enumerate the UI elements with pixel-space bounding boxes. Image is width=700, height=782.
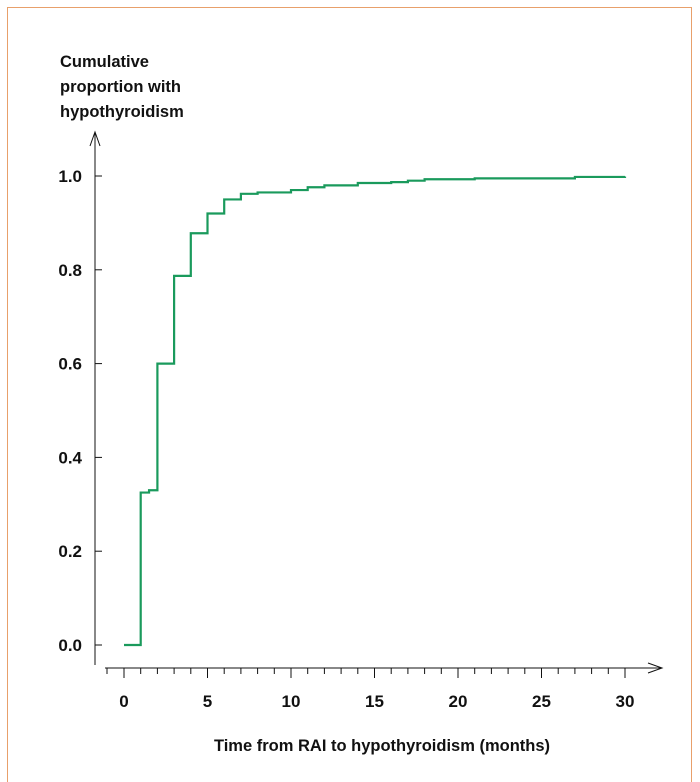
y-tick-label: 0.2 (58, 542, 82, 561)
chart-marks (124, 175, 627, 647)
y-axis-title: Cumulative proportion with hypothyroidis… (60, 53, 184, 121)
x-tick-label: 30 (616, 692, 635, 711)
x-axis-arrow (647, 662, 664, 674)
y-tick-label: 0.4 (58, 448, 82, 467)
x-tick-label: 25 (532, 692, 551, 711)
x-tick-label: 15 (365, 692, 384, 711)
axes: 0.0 0.2 0.4 0.6 0.8 1.0 0 5 10 15 20 25 30 (58, 130, 664, 711)
x-tick-label: 10 (282, 692, 301, 711)
y-tick-label: 0.6 (58, 355, 82, 374)
x-tick-label: 20 (449, 692, 468, 711)
series-step-line (124, 175, 627, 647)
figure-frame (7, 7, 692, 782)
y-axis-arrow (89, 130, 101, 147)
x-tick-label: 5 (203, 692, 212, 711)
y-tick-label: 1.0 (58, 167, 82, 186)
y-tick-label: 0.8 (58, 261, 82, 280)
x-tick-label: 0 (119, 692, 128, 711)
x-axis-title: Time from RAI to hypothyroidism (months) (214, 737, 550, 755)
y-tick-label: 0.0 (58, 636, 82, 655)
